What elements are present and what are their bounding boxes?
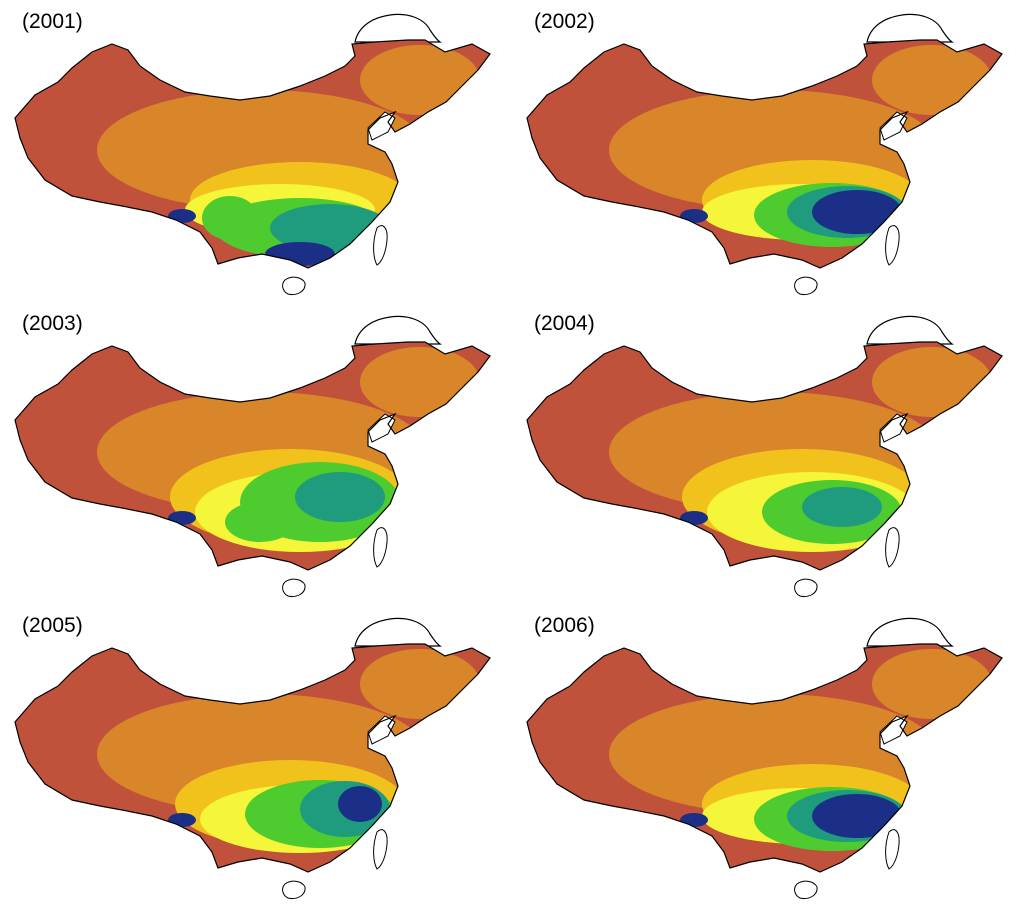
map-panel-2004: (2004) [512, 302, 1024, 604]
map-panel-2005: (2005) [0, 604, 512, 906]
map-panel-2006: (2006) [512, 604, 1024, 906]
value-regions [609, 649, 992, 851]
neighbor-outline [866, 315, 954, 345]
region-north [872, 45, 992, 115]
region-blue [680, 511, 708, 525]
bay-outline [367, 413, 396, 443]
year-label: (2002) [534, 10, 595, 33]
map-panel-2001: (2001) [0, 0, 512, 302]
neighbor-outline [354, 617, 442, 647]
year-label: (2005) [22, 614, 83, 637]
region-teal [295, 472, 385, 522]
neighbor-outline [866, 13, 954, 43]
region-blue [168, 209, 196, 223]
country-border [14, 341, 491, 571]
country-border [14, 39, 491, 269]
region-north [360, 649, 480, 719]
region-blue [680, 209, 708, 223]
neighbor-outline [866, 617, 954, 647]
region-north [872, 649, 992, 719]
island-hainan [282, 276, 306, 295]
region-blue [168, 813, 196, 827]
year-label: (2004) [534, 312, 595, 335]
region-blue [168, 511, 196, 525]
country-border [526, 643, 1003, 873]
year-label: (2006) [534, 614, 595, 637]
value-regions [609, 347, 992, 552]
map-panel-2003: (2003) [0, 302, 512, 604]
island-hainan [794, 880, 818, 899]
value-regions [97, 347, 480, 552]
bay-outline [367, 111, 396, 141]
bay-outline [879, 111, 908, 141]
neighbor-outline [354, 315, 442, 345]
value-regions [609, 45, 992, 247]
region-teal [802, 487, 882, 527]
country-border [526, 39, 1003, 269]
neighbor-outline [354, 13, 442, 43]
china-map [14, 13, 491, 295]
year-label: (2001) [22, 10, 83, 33]
island-taiwan [373, 225, 388, 266]
island-taiwan [885, 829, 900, 870]
bay-outline [879, 413, 908, 443]
year-label: (2003) [22, 312, 83, 335]
island-hainan [794, 276, 818, 295]
island-taiwan [885, 527, 900, 568]
island-taiwan [373, 527, 388, 568]
map-panel-2002: (2002) [512, 0, 1024, 302]
china-map [526, 13, 1003, 295]
region-north [360, 45, 480, 115]
value-regions [97, 649, 480, 853]
island-hainan [282, 578, 306, 597]
bay-outline [879, 715, 908, 745]
country-border [526, 341, 1003, 571]
country-border [14, 643, 491, 873]
region-north [360, 347, 480, 417]
bay-outline [367, 715, 396, 745]
region-north [872, 347, 992, 417]
region-blue [812, 190, 902, 234]
region-green [225, 502, 295, 542]
value-regions [97, 45, 480, 266]
island-taiwan [373, 829, 388, 870]
china-map [526, 315, 1003, 597]
region-blue [812, 794, 902, 838]
region-blue [338, 786, 382, 822]
china-map [526, 617, 1003, 899]
island-hainan [282, 880, 306, 899]
island-taiwan [885, 225, 900, 266]
region-blue [680, 813, 708, 827]
china-map [14, 617, 491, 899]
region-green [202, 196, 258, 240]
china-map [14, 315, 491, 597]
island-hainan [794, 578, 818, 597]
region-blue [265, 242, 335, 266]
